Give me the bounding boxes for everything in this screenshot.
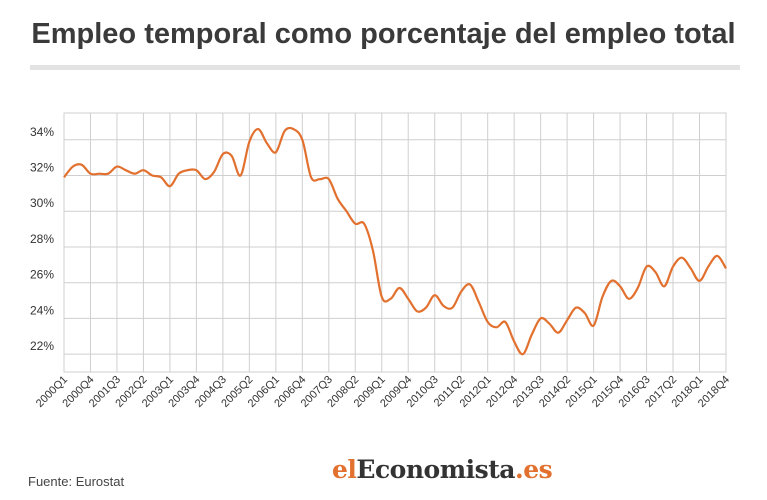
logo-part-el: el bbox=[332, 455, 357, 484]
logo-part-economista: Economista bbox=[356, 455, 515, 484]
y-tick-label: 26% bbox=[30, 268, 54, 282]
y-tick-label: 24% bbox=[30, 303, 54, 317]
series-line bbox=[63, 126, 727, 356]
logo-part-es: .es bbox=[514, 455, 553, 484]
title-underline bbox=[30, 65, 740, 70]
brand-logo: elEconomista.es bbox=[332, 455, 553, 484]
source-note: Fuente: Eurostat bbox=[28, 474, 125, 489]
y-tick-label: 22% bbox=[30, 339, 54, 353]
plot-frame bbox=[63, 112, 727, 373]
y-tick-label: 32% bbox=[30, 161, 54, 175]
line-chart: 22%24%26%28%30%32%34%2000Q12000Q42001Q32… bbox=[30, 112, 732, 410]
chart-title: Empleo temporal como porcentaje del empl… bbox=[31, 18, 736, 50]
y-tick-label: 28% bbox=[30, 232, 54, 246]
y-tick-label: 34% bbox=[30, 125, 54, 139]
y-tick-label: 30% bbox=[30, 196, 54, 210]
